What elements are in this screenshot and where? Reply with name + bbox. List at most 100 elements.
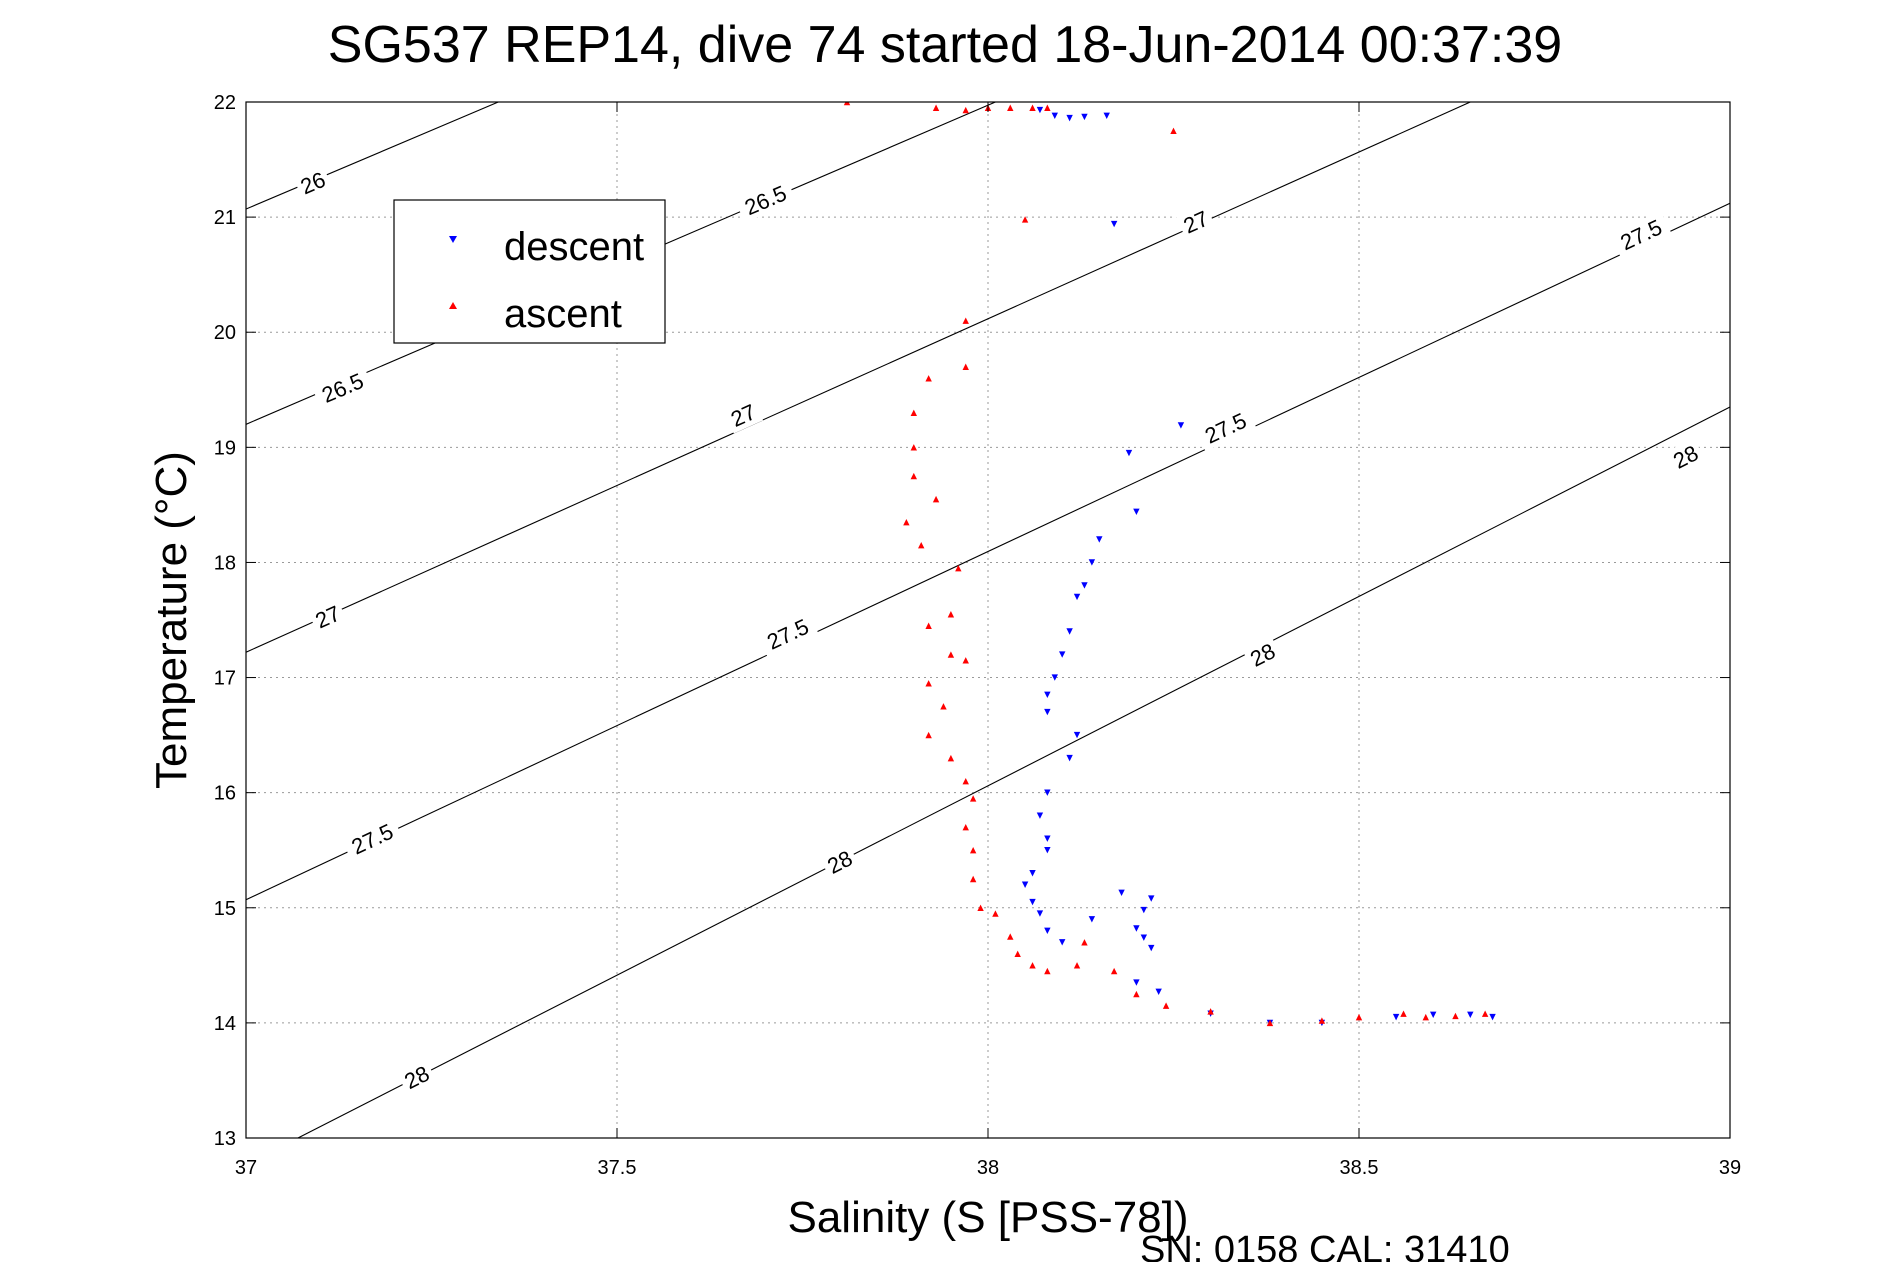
legend: descent ascent (393, 199, 666, 344)
descent-point (1140, 906, 1148, 914)
density-contour-label-bg (1242, 635, 1283, 674)
density-contour-label-bg (292, 164, 333, 201)
ascent-point (1481, 1010, 1489, 1017)
descent-point (1133, 925, 1140, 932)
y-tick-label: 21 (214, 207, 236, 229)
ascent-point (1318, 1017, 1326, 1024)
ascent-point (843, 102, 851, 106)
density-contour-label-bg (756, 610, 819, 658)
legend-marker-ascent (449, 302, 457, 309)
descent-point (1066, 114, 1073, 122)
descent-point (1133, 508, 1140, 515)
legend-item-ascent: ascent (449, 292, 622, 336)
descent-point (1073, 593, 1081, 601)
descent-point (1489, 1013, 1496, 1021)
density-contour-27 (246, 102, 1471, 653)
descent-point (1148, 895, 1155, 902)
ascent-point (1170, 127, 1177, 134)
descent-point (1036, 812, 1044, 819)
descent-point (1392, 1013, 1400, 1021)
ascent-point (1007, 104, 1014, 111)
ascent-point (903, 518, 910, 526)
ascent-point (1081, 939, 1088, 946)
y-tick-label: 13 (214, 1128, 236, 1150)
x-tick-label: 37 (235, 1157, 257, 1179)
descent-point (1177, 422, 1185, 429)
density-contour-label-group: 28 (396, 1058, 437, 1096)
ascent-point (1073, 962, 1081, 969)
x-tick-label: 38.5 (1340, 1157, 1379, 1179)
ascent-point (947, 651, 955, 658)
descent-point (1467, 1011, 1474, 1019)
ascent-point (1452, 1012, 1459, 1020)
x-tick-label: 37.5 (598, 1157, 637, 1179)
legend-marker-descent (449, 236, 457, 243)
legend-label-descent: descent (504, 225, 644, 269)
density-contour-label-bg (1175, 203, 1216, 241)
y-tick-label: 14 (214, 1013, 236, 1035)
ascent-point (1207, 1008, 1214, 1015)
density-contour-26 (246, 102, 499, 210)
descent-point (1044, 927, 1051, 934)
ascent-point (969, 875, 977, 883)
ascent-point (910, 444, 917, 451)
ascent-point (962, 317, 969, 324)
descent-point (1110, 220, 1118, 228)
ascent-point (1029, 104, 1036, 111)
ascent-point (1007, 933, 1014, 940)
y-tick-label: 19 (214, 437, 236, 459)
ascent-point (1133, 990, 1140, 998)
density-contours (246, 102, 1730, 1138)
y-axis-ticks: 13 14 15 16 17 18 19 20 21 22 (214, 92, 1730, 1150)
x-tick-label: 39 (1719, 1157, 1741, 1179)
ascent-point (1021, 216, 1029, 223)
ascent-point (940, 703, 947, 710)
ascent-point (955, 565, 962, 572)
descent-point (1059, 651, 1066, 658)
chart-title: SG537 REP14, dive 74 started 18-Jun-2014… (328, 16, 1562, 74)
ascent-point (1162, 1002, 1170, 1009)
descent-point (1081, 113, 1088, 121)
ascent-point (910, 409, 917, 416)
ascent-point (962, 657, 969, 664)
x-axis-label: Salinity (S [PSS-78]) (787, 1193, 1188, 1242)
descent-point (1073, 731, 1081, 739)
ascent-point (962, 363, 969, 370)
ascent-point (1110, 967, 1118, 975)
ascent-point (925, 622, 932, 629)
descent-point (1066, 754, 1073, 762)
descent-point (1021, 881, 1029, 888)
ascent-point (1029, 962, 1036, 969)
descent-point (1029, 870, 1036, 877)
density-contour-label-bg (396, 1058, 437, 1096)
x-axis-ticks: 37 37.5 38 38.5 39 (235, 102, 1741, 1179)
density-contour-label-bg (1610, 210, 1672, 259)
ascent-point (947, 754, 955, 762)
density-contour-label-bg (311, 364, 374, 411)
descent-point (1066, 628, 1073, 635)
density-contour-label-group: 27.5 (1194, 404, 1257, 452)
descent-point (1081, 582, 1088, 589)
descent-point (1148, 944, 1155, 952)
descent-point (1155, 988, 1162, 996)
density-contour-28 (297, 406, 1730, 1138)
descent-point (1125, 449, 1133, 457)
ascent-point (1266, 1019, 1274, 1027)
ascent-point (1044, 967, 1051, 975)
descent-point (1051, 112, 1058, 120)
descent-point (1044, 691, 1051, 699)
y-tick-label: 16 (214, 783, 236, 805)
ascent-point (1422, 1013, 1429, 1021)
y-tick-label: 20 (214, 322, 236, 344)
ascent-point (1014, 950, 1021, 958)
descent-point (1051, 674, 1058, 681)
density-contour-label-bg (1665, 437, 1706, 476)
x-tick-label: 38 (977, 1157, 999, 1179)
density-contour-27.5 (246, 202, 1730, 901)
legend-label-ascent: ascent (504, 292, 622, 336)
y-tick-label: 22 (214, 92, 236, 114)
density-contour-label-bg (819, 842, 860, 881)
descent-point (1059, 939, 1066, 946)
ascent-point (1044, 104, 1051, 111)
